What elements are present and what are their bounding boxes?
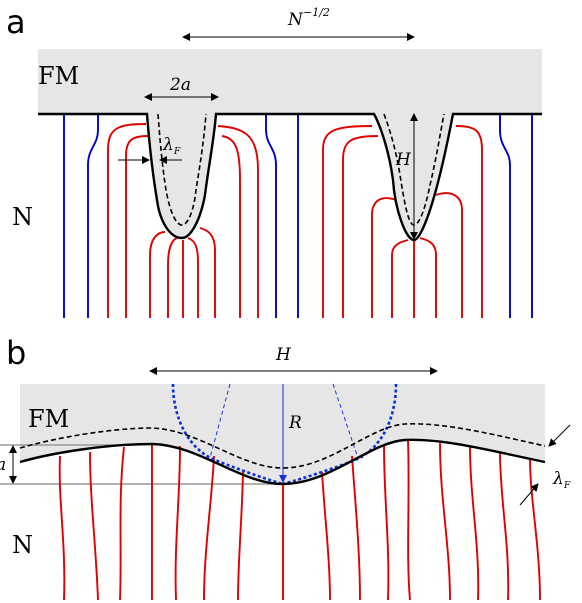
n-label-b: N — [12, 531, 33, 559]
radius-guide-left — [209, 383, 231, 459]
lambda-label-a: λ — [162, 135, 174, 155]
radius-guide-right — [332, 383, 359, 459]
blue-lines-a — [63, 114, 533, 318]
spacing-label: N — [287, 10, 304, 30]
interface-a — [38, 112, 542, 242]
panel-b-label: b — [6, 334, 26, 372]
curvature-circle-right — [282, 383, 398, 486]
lambda-offset-b — [19, 423, 546, 469]
panel-a: a — [6, 3, 542, 318]
red-lines-b — [58, 439, 541, 601]
lambda-arrow-top — [548, 424, 571, 447]
panel-a-label: a — [6, 3, 26, 41]
fm-label-b: FM — [28, 405, 69, 433]
amp-label: a — [0, 455, 6, 475]
n-label-a: N — [12, 203, 33, 231]
period-label: H — [275, 345, 292, 365]
red-lines-a — [107, 123, 483, 318]
depth-label: H — [395, 150, 412, 170]
fm-region-a — [38, 49, 542, 240]
panel-b: b R — [0, 334, 571, 601]
spacing-exp: −1/2 — [303, 6, 330, 19]
curvature-circle-left — [171, 383, 284, 486]
radius-label: R — [288, 413, 302, 433]
lambda-offset-a — [157, 113, 207, 226]
width-label: 2a — [169, 75, 191, 95]
lambda-sub-b: F — [563, 481, 571, 491]
interface-b — [19, 438, 546, 486]
lambda-label-b: λ — [552, 469, 564, 489]
lambda-arrow-bottom — [519, 483, 539, 506]
lambda-sub-a: F — [173, 147, 181, 157]
fm-label-a: FM — [38, 62, 79, 90]
